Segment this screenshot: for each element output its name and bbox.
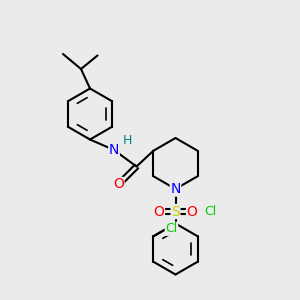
Text: Cl: Cl xyxy=(165,222,178,235)
Text: H: H xyxy=(123,134,132,148)
Text: Cl: Cl xyxy=(204,205,216,218)
Text: N: N xyxy=(170,182,181,196)
Text: O: O xyxy=(187,205,197,218)
Text: O: O xyxy=(113,178,124,191)
Text: O: O xyxy=(154,205,164,218)
Text: N: N xyxy=(109,143,119,157)
Text: S: S xyxy=(171,205,180,218)
